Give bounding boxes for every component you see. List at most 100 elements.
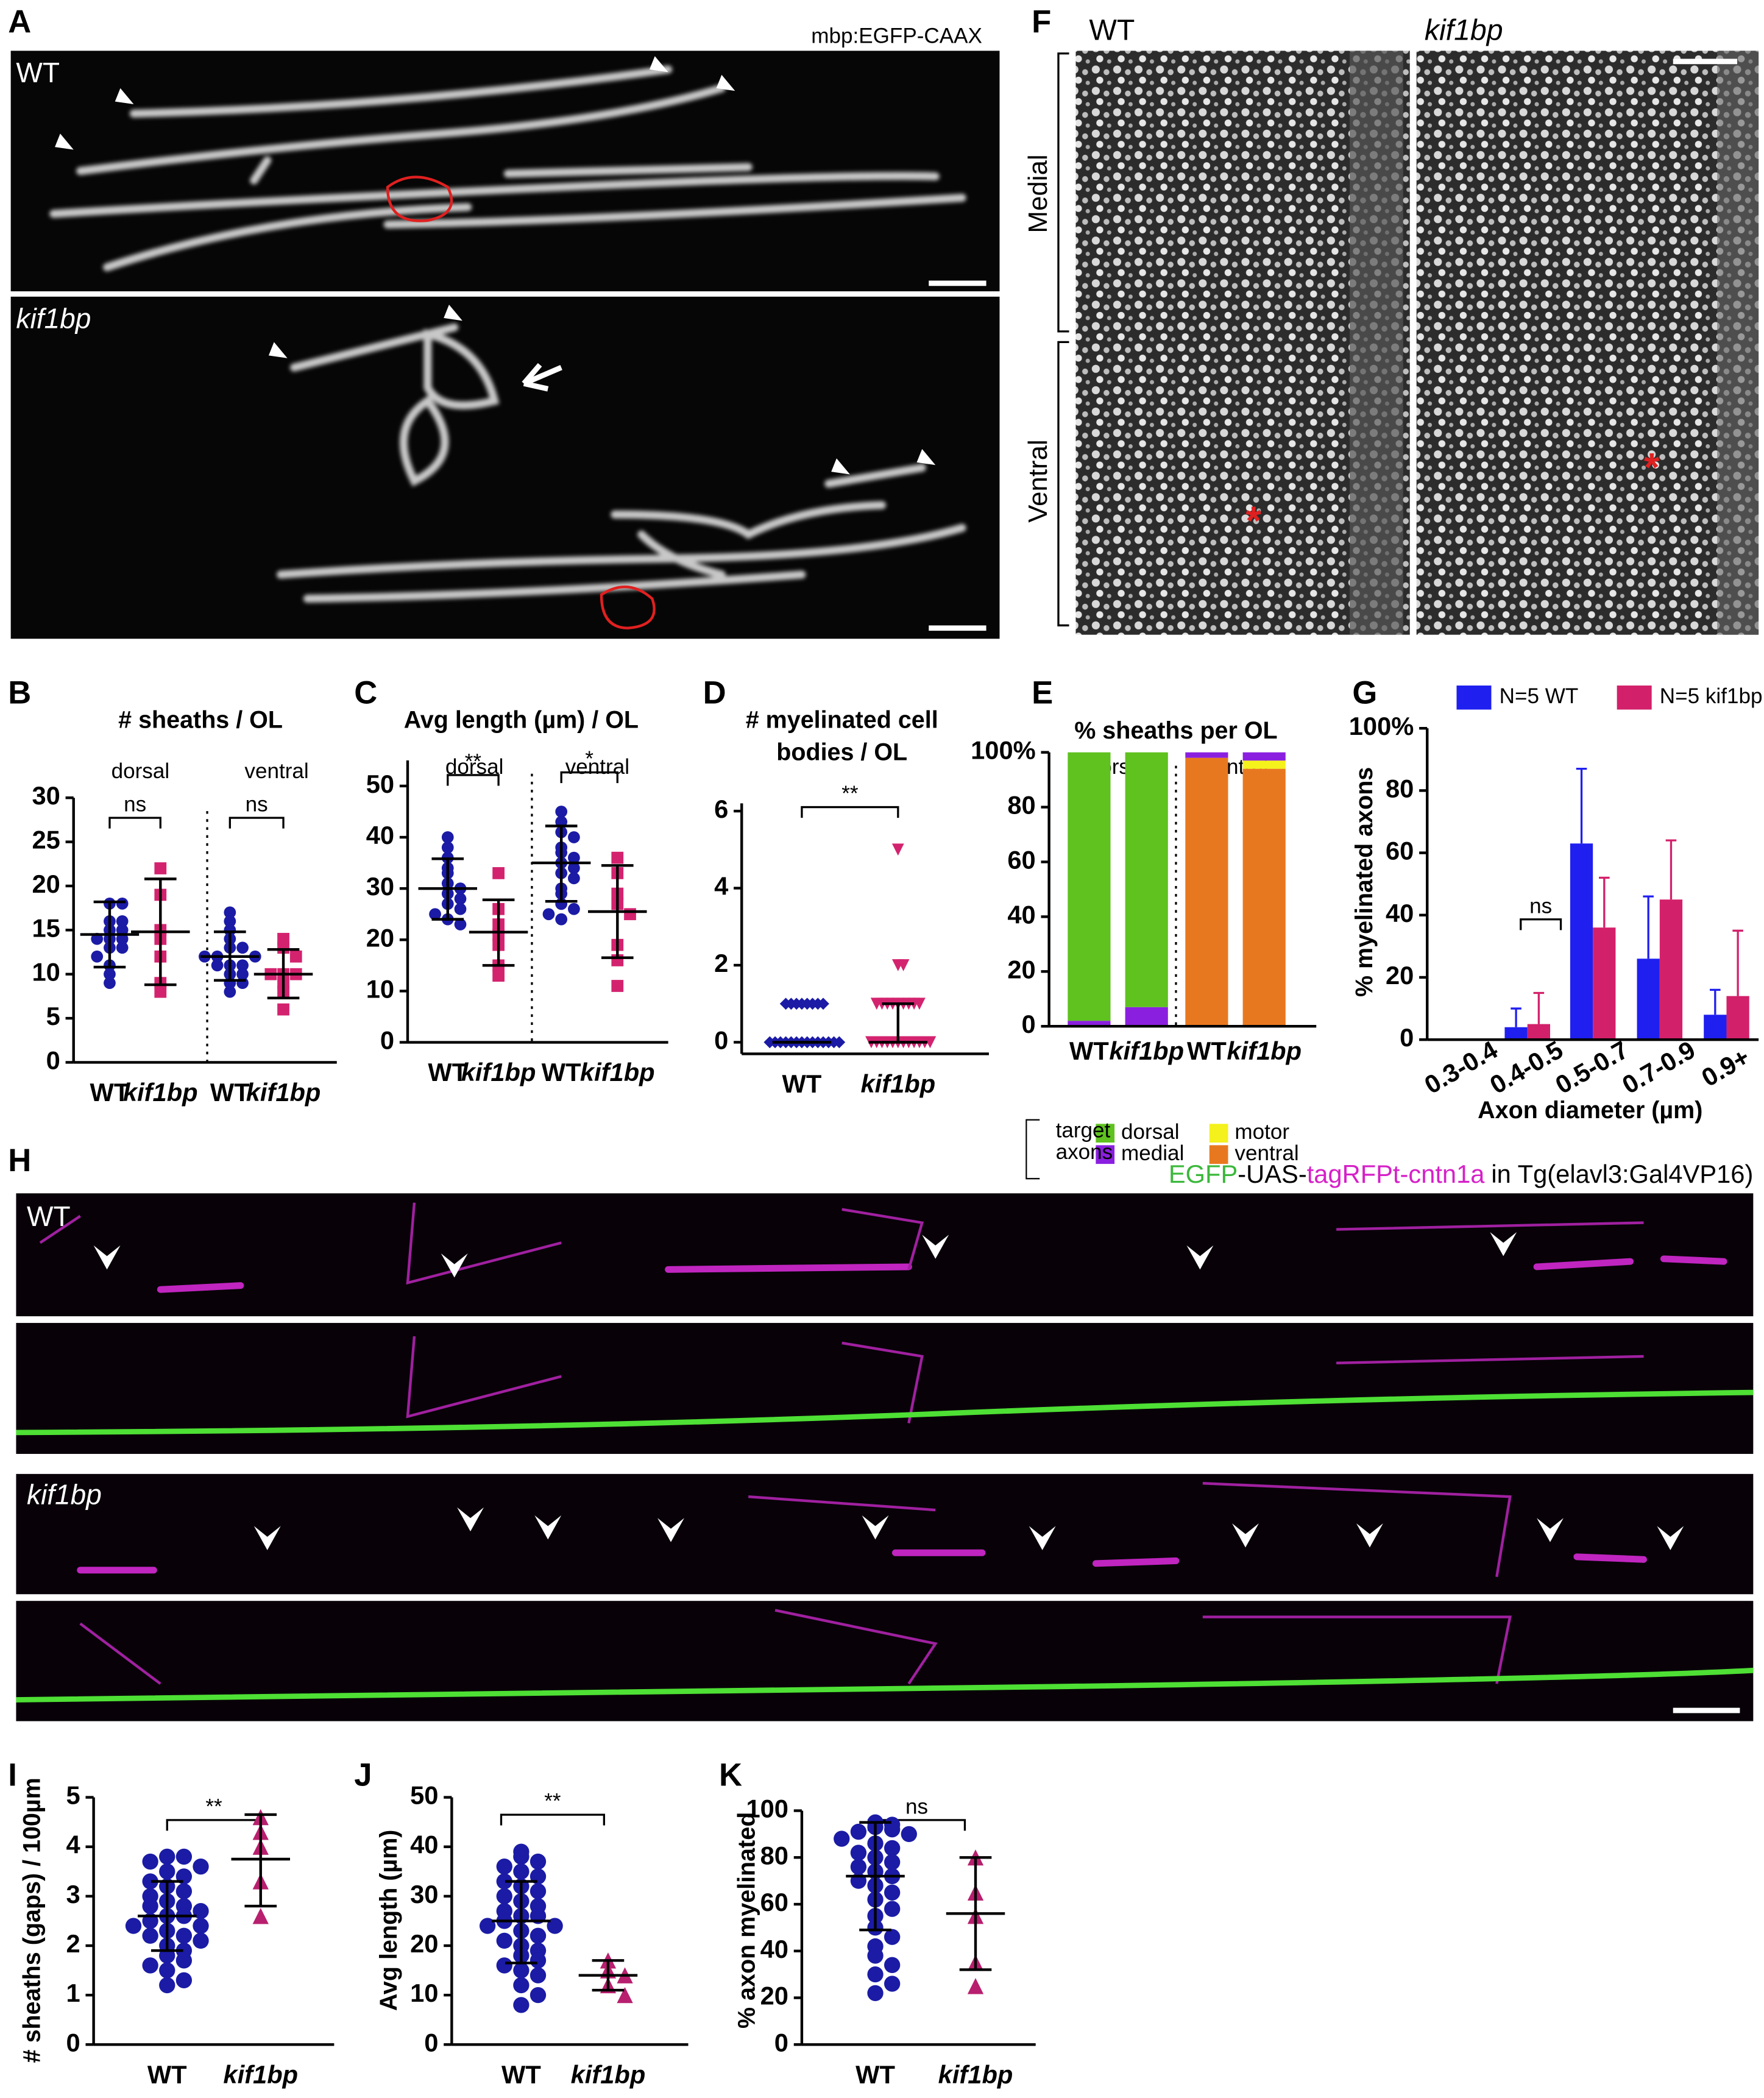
- significance-label: **: [205, 1795, 222, 1818]
- data-point: [142, 1957, 158, 1974]
- x-tick-label: kif1bp: [860, 1069, 935, 1098]
- significance-bracket: [500, 1813, 606, 1826]
- image-label: kif1bp: [1425, 13, 1503, 46]
- data-point: [530, 1927, 547, 1944]
- y-axis-label: # sheaths (gaps) / 100µm: [18, 1777, 45, 2063]
- x-axis-label: Axon diameter (µm): [1478, 1097, 1702, 1124]
- y-tick-label: 0: [1022, 1010, 1036, 1038]
- legend-label: N=5 WT: [1500, 684, 1579, 708]
- data-point: [125, 1918, 142, 1934]
- data-point: [530, 1853, 547, 1870]
- y-tick-label: 60: [1386, 837, 1414, 865]
- data-point: [867, 1947, 884, 1964]
- data-point: [617, 1986, 633, 2004]
- y-tick-label: 15: [32, 913, 60, 942]
- significance-label: ns: [1529, 894, 1552, 918]
- y-tick-label: 0: [1400, 1023, 1414, 1052]
- group-label: dorsal: [112, 759, 170, 783]
- micrograph-kif1bp: [10, 296, 1000, 639]
- data-point: [884, 1821, 901, 1838]
- data-point: [211, 959, 224, 972]
- y-tick-label: 20: [1386, 961, 1414, 990]
- data-point: [624, 908, 636, 921]
- y-tick-label: 20: [1007, 955, 1035, 983]
- significance-bracket: [228, 817, 285, 829]
- x-tick-label: WT: [542, 1058, 581, 1086]
- data-point: [91, 932, 104, 945]
- y-tick-label: 30: [410, 1880, 438, 1908]
- data-point: [193, 1859, 209, 1875]
- chart-title: bodies / OL: [776, 739, 907, 765]
- fluorescence-strips: [16, 1193, 1754, 1721]
- data-point: [530, 1967, 547, 1983]
- legend-label: ventral: [1234, 1141, 1298, 1165]
- data-point: [530, 1986, 547, 2004]
- y-tick-label: 25: [32, 826, 60, 854]
- micrograph-wt: [10, 51, 1000, 292]
- data-point: [513, 1848, 530, 1865]
- panel-label: B: [8, 675, 31, 711]
- data-point: [116, 924, 129, 937]
- y-tick-label: 40: [366, 821, 394, 849]
- data-point: [142, 1898, 158, 1915]
- y-axis-label: % myelinated axons: [1351, 767, 1378, 997]
- y-tick-label: 0: [714, 1026, 728, 1054]
- y-tick-label: 20: [366, 923, 394, 952]
- chart-title: Avg length (µm) / OL: [404, 707, 639, 734]
- significance-bracket: [1520, 918, 1562, 930]
- x-tick-label: kif1bp: [123, 1078, 198, 1107]
- significance-label: **: [544, 1790, 561, 1813]
- image-label: WT: [16, 57, 60, 88]
- y-tick-label: 5: [46, 1002, 60, 1030]
- data-point: [224, 915, 236, 927]
- y-tick-label: 1: [66, 1979, 80, 2007]
- svg-text:*: *: [1245, 498, 1261, 543]
- data-point: [884, 1884, 901, 1901]
- data-point: [492, 969, 505, 982]
- bar: [1704, 1015, 1727, 1040]
- legend-label: medial: [1121, 1141, 1184, 1165]
- significance-label: **: [841, 782, 859, 806]
- panel-label: A: [8, 4, 31, 40]
- x-tick-label: kif1bp: [580, 1058, 655, 1086]
- y-tick-label: 80: [760, 1841, 788, 1869]
- data-point: [159, 1848, 175, 1865]
- y-tick-label: 50: [366, 770, 394, 798]
- panel-label: G: [1352, 675, 1377, 711]
- panel-label: C: [354, 675, 377, 711]
- y-tick-label: 30: [366, 872, 394, 901]
- legend-swatch: [1209, 1124, 1228, 1143]
- data-point: [884, 1854, 901, 1871]
- significance-label: ns: [905, 1795, 928, 1818]
- data-point: [289, 950, 302, 963]
- data-point: [850, 1845, 867, 1861]
- y-tick-label: 0: [380, 1026, 394, 1055]
- data-point: [568, 851, 580, 864]
- legend-swatch: [1209, 1145, 1228, 1164]
- y-tick-label: 40: [410, 1830, 438, 1859]
- y-axis-label: % axon myelinated: [734, 1812, 760, 2029]
- data-point: [142, 1853, 158, 1870]
- significance-bracket: [447, 774, 500, 786]
- group-label: ventral: [244, 759, 308, 783]
- data-point: [850, 1823, 867, 1840]
- data-point: [884, 1901, 901, 1917]
- data-point: [611, 851, 624, 864]
- chart-title: % sheaths per OL: [1074, 717, 1277, 744]
- data-point: [530, 1952, 547, 1969]
- data-point: [236, 941, 249, 954]
- legend-title: axons: [1056, 1140, 1113, 1164]
- data-point: [159, 1977, 175, 1994]
- x-tick-label: WT: [428, 1058, 467, 1086]
- data-point: [568, 902, 580, 915]
- data-point: [175, 1927, 193, 1944]
- legend-part: -UAS-: [1238, 1160, 1306, 1188]
- x-tick-label: 0.9+: [1696, 1042, 1754, 1092]
- data-point: [441, 831, 454, 843]
- data-point: [568, 872, 580, 885]
- x-tick-label: kif1bp: [1109, 1037, 1184, 1065]
- y-tick-label: 20: [760, 1982, 788, 2010]
- data-point: [513, 1977, 530, 1994]
- image-label: kif1bp: [27, 1478, 102, 1510]
- bar: [1637, 959, 1660, 1040]
